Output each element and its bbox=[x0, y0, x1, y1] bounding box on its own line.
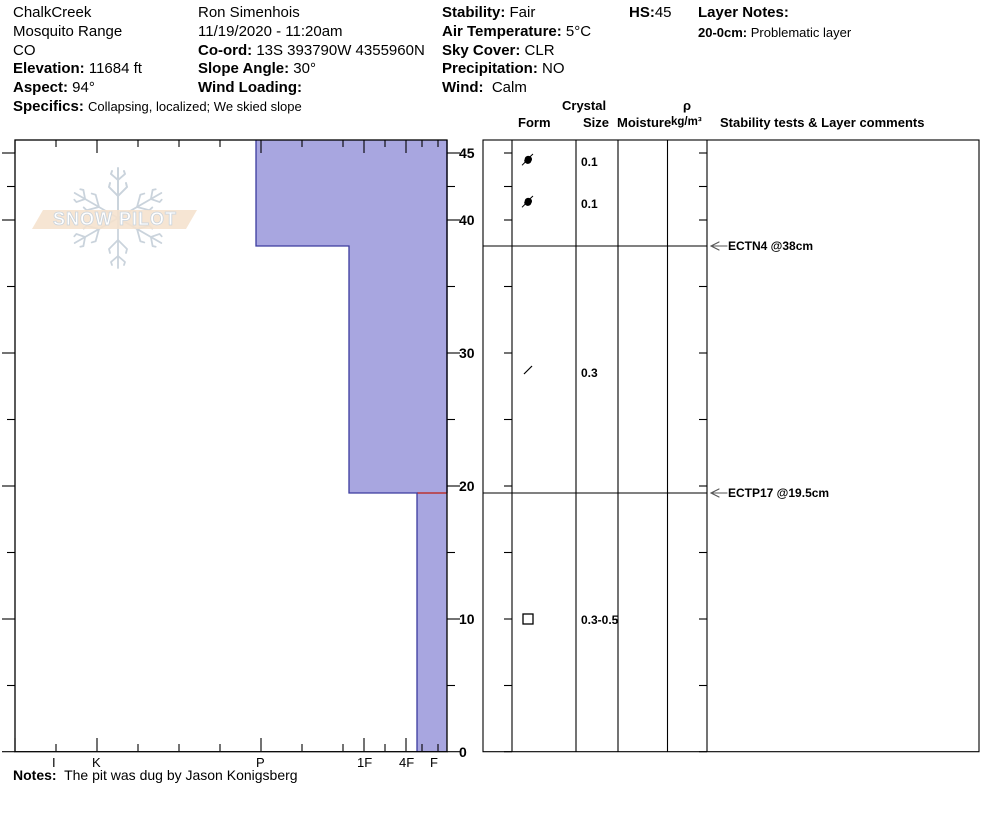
svg-text:SNOW PILOT: SNOW PILOT bbox=[53, 209, 177, 229]
